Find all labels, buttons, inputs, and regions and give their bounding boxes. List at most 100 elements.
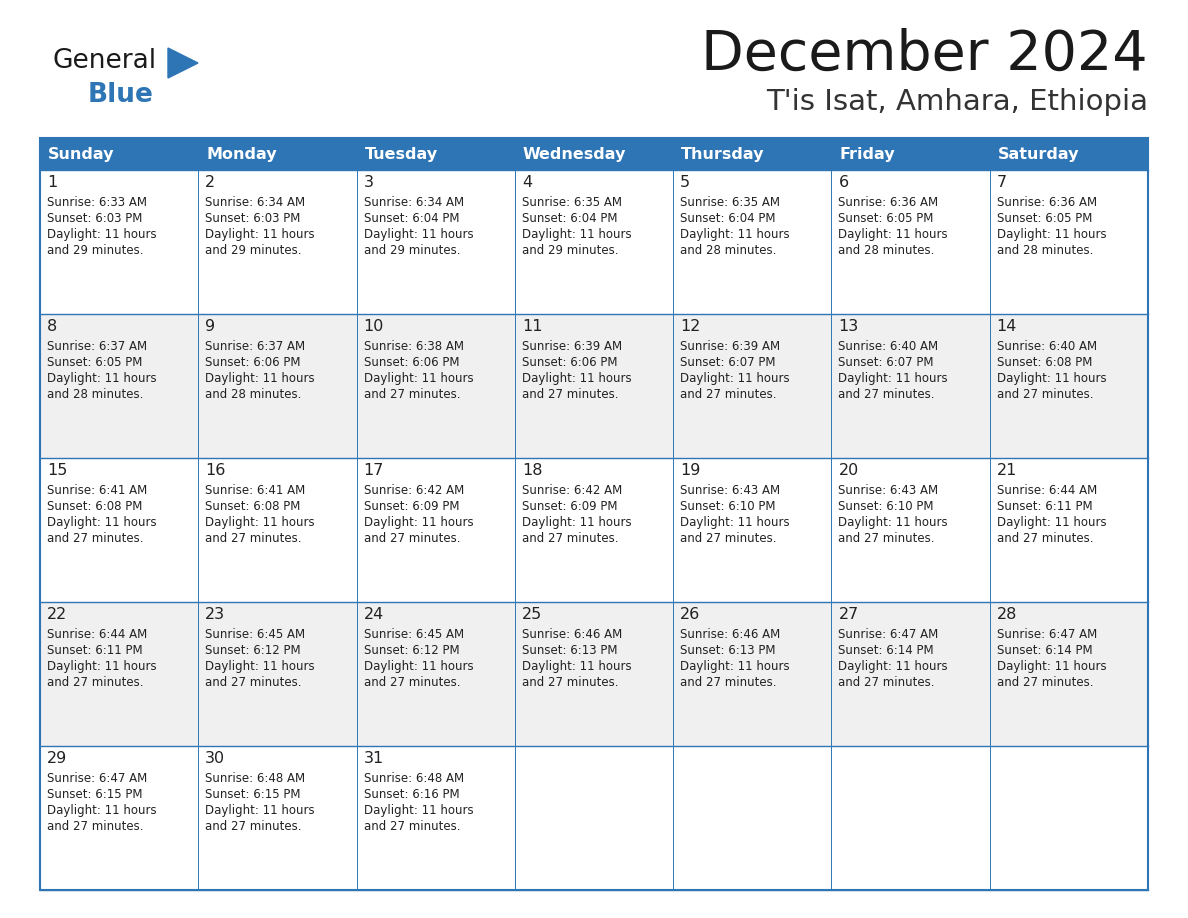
Text: and 27 minutes.: and 27 minutes. bbox=[206, 820, 302, 833]
Text: 20: 20 bbox=[839, 463, 859, 478]
Text: Sunset: 6:07 PM: Sunset: 6:07 PM bbox=[681, 356, 776, 369]
Text: Sunrise: 6:34 AM: Sunrise: 6:34 AM bbox=[206, 196, 305, 209]
Text: Sunrise: 6:39 AM: Sunrise: 6:39 AM bbox=[522, 340, 623, 353]
Bar bbox=[40, 138, 1148, 890]
Text: Daylight: 11 hours: Daylight: 11 hours bbox=[997, 372, 1106, 385]
Text: Sunrise: 6:41 AM: Sunrise: 6:41 AM bbox=[206, 484, 305, 497]
Text: Daylight: 11 hours: Daylight: 11 hours bbox=[839, 372, 948, 385]
Text: Daylight: 11 hours: Daylight: 11 hours bbox=[681, 228, 790, 241]
Text: Sunset: 6:16 PM: Sunset: 6:16 PM bbox=[364, 788, 460, 801]
Text: Sunset: 6:04 PM: Sunset: 6:04 PM bbox=[681, 212, 776, 225]
Text: Daylight: 11 hours: Daylight: 11 hours bbox=[48, 228, 157, 241]
Text: Sunday: Sunday bbox=[48, 147, 114, 162]
Text: Sunset: 6:03 PM: Sunset: 6:03 PM bbox=[48, 212, 143, 225]
Text: Sunrise: 6:40 AM: Sunrise: 6:40 AM bbox=[839, 340, 939, 353]
Text: Thursday: Thursday bbox=[681, 147, 765, 162]
Text: 12: 12 bbox=[681, 319, 701, 334]
Text: and 27 minutes.: and 27 minutes. bbox=[364, 388, 460, 401]
Text: Sunset: 6:05 PM: Sunset: 6:05 PM bbox=[839, 212, 934, 225]
Text: Sunset: 6:12 PM: Sunset: 6:12 PM bbox=[364, 644, 460, 657]
Text: Sunset: 6:11 PM: Sunset: 6:11 PM bbox=[48, 644, 143, 657]
Text: Sunset: 6:06 PM: Sunset: 6:06 PM bbox=[522, 356, 618, 369]
Text: and 27 minutes.: and 27 minutes. bbox=[681, 676, 777, 689]
Bar bbox=[40, 314, 1148, 458]
Text: Daylight: 11 hours: Daylight: 11 hours bbox=[364, 228, 473, 241]
Text: Sunrise: 6:43 AM: Sunrise: 6:43 AM bbox=[681, 484, 781, 497]
Bar bbox=[40, 170, 1148, 314]
Text: 7: 7 bbox=[997, 175, 1007, 190]
Text: Daylight: 11 hours: Daylight: 11 hours bbox=[522, 372, 632, 385]
Text: 10: 10 bbox=[364, 319, 384, 334]
Text: and 27 minutes.: and 27 minutes. bbox=[206, 532, 302, 545]
Text: Sunrise: 6:47 AM: Sunrise: 6:47 AM bbox=[48, 772, 147, 785]
Text: and 27 minutes.: and 27 minutes. bbox=[364, 532, 460, 545]
Text: General: General bbox=[52, 48, 156, 74]
Text: 21: 21 bbox=[997, 463, 1017, 478]
Text: December 2024: December 2024 bbox=[701, 28, 1148, 82]
Text: Sunrise: 6:35 AM: Sunrise: 6:35 AM bbox=[522, 196, 621, 209]
Text: Sunrise: 6:48 AM: Sunrise: 6:48 AM bbox=[364, 772, 463, 785]
Text: and 27 minutes.: and 27 minutes. bbox=[48, 532, 144, 545]
Text: 11: 11 bbox=[522, 319, 543, 334]
Text: T'is Isat, Amhara, Ethiopia: T'is Isat, Amhara, Ethiopia bbox=[766, 88, 1148, 116]
Text: 29: 29 bbox=[48, 751, 68, 766]
Text: Sunset: 6:15 PM: Sunset: 6:15 PM bbox=[48, 788, 143, 801]
Text: 14: 14 bbox=[997, 319, 1017, 334]
Text: and 27 minutes.: and 27 minutes. bbox=[681, 532, 777, 545]
Text: 24: 24 bbox=[364, 607, 384, 622]
Text: Daylight: 11 hours: Daylight: 11 hours bbox=[48, 660, 157, 673]
Bar bbox=[40, 138, 1148, 170]
Text: 6: 6 bbox=[839, 175, 848, 190]
Text: Daylight: 11 hours: Daylight: 11 hours bbox=[997, 516, 1106, 529]
Text: 1: 1 bbox=[48, 175, 57, 190]
Text: Daylight: 11 hours: Daylight: 11 hours bbox=[206, 228, 315, 241]
Text: 16: 16 bbox=[206, 463, 226, 478]
Text: Sunrise: 6:47 AM: Sunrise: 6:47 AM bbox=[839, 628, 939, 641]
Text: Daylight: 11 hours: Daylight: 11 hours bbox=[206, 660, 315, 673]
Text: Daylight: 11 hours: Daylight: 11 hours bbox=[364, 660, 473, 673]
Text: and 27 minutes.: and 27 minutes. bbox=[364, 820, 460, 833]
Text: Daylight: 11 hours: Daylight: 11 hours bbox=[839, 660, 948, 673]
Text: Daylight: 11 hours: Daylight: 11 hours bbox=[206, 516, 315, 529]
Text: and 27 minutes.: and 27 minutes. bbox=[522, 388, 619, 401]
Text: Sunrise: 6:44 AM: Sunrise: 6:44 AM bbox=[997, 484, 1097, 497]
Text: Sunrise: 6:42 AM: Sunrise: 6:42 AM bbox=[364, 484, 463, 497]
Text: and 27 minutes.: and 27 minutes. bbox=[522, 532, 619, 545]
Text: 13: 13 bbox=[839, 319, 859, 334]
Text: Sunrise: 6:43 AM: Sunrise: 6:43 AM bbox=[839, 484, 939, 497]
Text: Sunrise: 6:46 AM: Sunrise: 6:46 AM bbox=[522, 628, 623, 641]
Text: 4: 4 bbox=[522, 175, 532, 190]
Text: Sunrise: 6:37 AM: Sunrise: 6:37 AM bbox=[206, 340, 305, 353]
Bar bbox=[40, 602, 1148, 746]
Text: and 27 minutes.: and 27 minutes. bbox=[206, 676, 302, 689]
Text: Sunset: 6:08 PM: Sunset: 6:08 PM bbox=[997, 356, 1092, 369]
Polygon shape bbox=[168, 48, 198, 78]
Text: Sunrise: 6:44 AM: Sunrise: 6:44 AM bbox=[48, 628, 147, 641]
Text: Sunset: 6:11 PM: Sunset: 6:11 PM bbox=[997, 500, 1092, 513]
Text: Sunset: 6:04 PM: Sunset: 6:04 PM bbox=[364, 212, 459, 225]
Text: Sunrise: 6:34 AM: Sunrise: 6:34 AM bbox=[364, 196, 463, 209]
Text: and 27 minutes.: and 27 minutes. bbox=[839, 388, 935, 401]
Text: Sunset: 6:12 PM: Sunset: 6:12 PM bbox=[206, 644, 301, 657]
Text: 8: 8 bbox=[48, 319, 57, 334]
Text: Sunrise: 6:47 AM: Sunrise: 6:47 AM bbox=[997, 628, 1097, 641]
Text: 3: 3 bbox=[364, 175, 373, 190]
Text: Daylight: 11 hours: Daylight: 11 hours bbox=[681, 516, 790, 529]
Text: Daylight: 11 hours: Daylight: 11 hours bbox=[364, 516, 473, 529]
Text: and 27 minutes.: and 27 minutes. bbox=[48, 820, 144, 833]
Text: Sunset: 6:13 PM: Sunset: 6:13 PM bbox=[681, 644, 776, 657]
Text: 25: 25 bbox=[522, 607, 542, 622]
Text: Daylight: 11 hours: Daylight: 11 hours bbox=[522, 660, 632, 673]
Text: and 29 minutes.: and 29 minutes. bbox=[364, 244, 460, 257]
Text: Sunrise: 6:41 AM: Sunrise: 6:41 AM bbox=[48, 484, 147, 497]
Text: Sunrise: 6:36 AM: Sunrise: 6:36 AM bbox=[839, 196, 939, 209]
Text: Sunset: 6:08 PM: Sunset: 6:08 PM bbox=[48, 500, 143, 513]
Text: Monday: Monday bbox=[207, 147, 277, 162]
Text: Sunset: 6:05 PM: Sunset: 6:05 PM bbox=[48, 356, 143, 369]
Text: and 27 minutes.: and 27 minutes. bbox=[522, 676, 619, 689]
Text: Sunset: 6:10 PM: Sunset: 6:10 PM bbox=[681, 500, 776, 513]
Text: and 29 minutes.: and 29 minutes. bbox=[206, 244, 302, 257]
Text: Daylight: 11 hours: Daylight: 11 hours bbox=[48, 372, 157, 385]
Text: 9: 9 bbox=[206, 319, 215, 334]
Text: 15: 15 bbox=[48, 463, 68, 478]
